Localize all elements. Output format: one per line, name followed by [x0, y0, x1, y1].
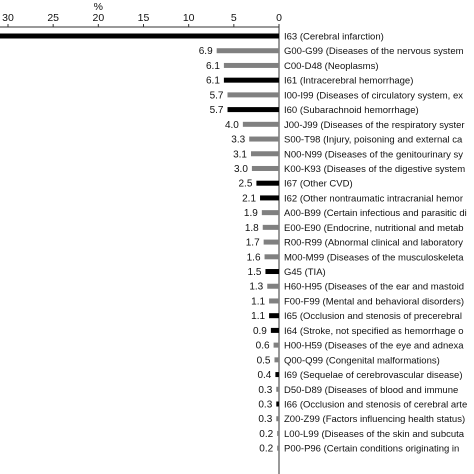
bar [269, 313, 279, 319]
category-label: Q00-Q99 (Congenital malformations) [284, 355, 440, 366]
bar-value-label: 1.8 [245, 223, 259, 234]
bar [276, 416, 279, 422]
bar-value-label: 0.3 [258, 385, 272, 396]
bar-value-label: 2.5 [239, 179, 253, 190]
category-label: L00-L99 (Diseases of the skin and subcut… [284, 429, 465, 440]
bar [242, 121, 279, 127]
bar-value-label: 0.6 [256, 341, 270, 352]
bar-value-label: 3.3 [231, 135, 245, 146]
bar-value-label: 6.1 [206, 61, 220, 72]
x-tick-label: 30 [2, 12, 14, 24]
bar-value-label: 0.2 [259, 444, 273, 455]
bar-value-label: 0.3 [258, 400, 272, 411]
category-label: M00-M99 (Diseases of the musculoskeleta [284, 252, 464, 263]
category-label: I64 (Stroke, not specified as hemorrhage… [284, 326, 464, 337]
bar [262, 224, 279, 230]
bar [0, 33, 279, 39]
category-label: N00-N99 (Diseases of the genitourinary s… [284, 149, 463, 160]
bar [276, 401, 279, 407]
bar-value-label: 0.4 [257, 370, 271, 381]
bar-value-label: 0.9 [253, 326, 267, 337]
bar [275, 372, 279, 378]
bar-value-label: 2.1 [242, 193, 256, 204]
bar-value-label: 0.2 [259, 429, 273, 440]
bar-value-label: 1.7 [246, 238, 260, 249]
bar-value-label: 5.7 [210, 105, 224, 116]
bar [264, 254, 279, 260]
category-label: C00-D48 (Neoplasms) [284, 61, 379, 72]
category-label: K00-K93 (Diseases of the digestive syste… [284, 164, 465, 175]
category-label: S00-T98 (Injury, poisoning and external … [284, 135, 463, 146]
bar [223, 77, 279, 83]
bar [227, 92, 279, 98]
bars: I63 (Cerebral infarction) 6.9 G00-G99 (Dis… [0, 32, 467, 455]
bar [270, 327, 279, 333]
category-label: A00-B99 (Certain infectious and parasiti… [284, 208, 467, 219]
category-label: I61 (Intracerebral hemorrhage) [284, 76, 413, 87]
bar-value-label: 0.5 [257, 355, 271, 366]
x-tick-label: 10 [183, 12, 195, 24]
category-label: I66 (Occlusion and stenosis of cerebral … [284, 400, 467, 411]
bar-value-label: 1.1 [251, 311, 265, 322]
category-label: R00-R99 (Abnormal clinical and laborator… [284, 238, 463, 249]
x-tick-label: 0 [276, 12, 282, 24]
x-axis: 30 25 20 15 10 5 0% [0, 1, 282, 474]
bar [277, 430, 279, 436]
axis-unit-label: % [94, 1, 103, 13]
bar-value-label: 6.1 [206, 76, 220, 87]
category-label: I67 (Other CVD) [284, 179, 353, 190]
bar [260, 195, 279, 201]
category-label: I69 (Sequelae of cerebrovascular disease… [284, 370, 463, 381]
bar [250, 151, 279, 157]
category-label: I63 (Cerebral infarction) [284, 32, 384, 43]
bar [267, 283, 279, 289]
bar [277, 445, 279, 451]
bar-value-label: 1.9 [244, 208, 258, 219]
category-label: H00-H59 (Diseases of the eye and adnexa [284, 341, 464, 352]
bar-value-label: 3.1 [233, 149, 247, 160]
category-label: G45 (TIA) [284, 267, 326, 278]
category-label: E00-E90 (Endocrine, nutritional and meta… [284, 223, 464, 234]
bar [223, 62, 279, 68]
category-label: I00-I99 (Diseases of circulatory system,… [284, 90, 463, 101]
category-label: I60 (Subarachnoid hemorrhage) [284, 105, 419, 116]
bar [256, 180, 279, 186]
bar-value-label: 1.1 [251, 296, 265, 307]
x-tick-label: 15 [138, 12, 150, 24]
category-label: J00-J99 (Diseases of the respiratory sys… [284, 120, 465, 131]
bar-value-label: 1.5 [248, 267, 262, 278]
bar-value-label: 1.6 [247, 252, 261, 263]
category-label: G00-G99 (Diseases of the nervous system [284, 46, 464, 57]
bar [251, 165, 279, 171]
bar-value-label: 6.9 [199, 46, 213, 57]
bar-value-label: 3.0 [234, 164, 248, 175]
category-label: I65 (Occlusion and stenosis of precerebr… [284, 311, 462, 322]
x-tick-label: 25 [47, 12, 59, 24]
bar-value-label: 1.3 [249, 282, 263, 293]
bar [249, 136, 279, 142]
x-tick-label: 5 [231, 12, 237, 24]
bar-value-label: 0.3 [258, 414, 272, 425]
bar-value-label: 4.0 [225, 120, 239, 131]
bar [274, 357, 279, 363]
category-label: D50-D89 (Diseases of blood and immune [284, 385, 458, 396]
bar [269, 298, 279, 304]
x-tick-label: 20 [92, 12, 104, 24]
category-label: I62 (Other nontraumatic intracranial hem… [284, 193, 463, 204]
bar [216, 48, 279, 54]
category-label: F00-F99 (Mental and behavioral disorders… [284, 296, 464, 307]
bar-value-label: 5.7 [210, 90, 224, 101]
bar [261, 210, 279, 216]
bar [273, 342, 279, 348]
category-label: H60-H95 (Diseases of the ear and mastoid [284, 282, 464, 293]
category-label: P00-P96 (Certain conditions originating … [284, 444, 459, 455]
bar [263, 239, 279, 245]
bar [227, 107, 279, 113]
category-label: Z00-Z99 (Factors influencing health stat… [284, 414, 465, 425]
bar [265, 269, 279, 275]
bar [276, 386, 279, 392]
